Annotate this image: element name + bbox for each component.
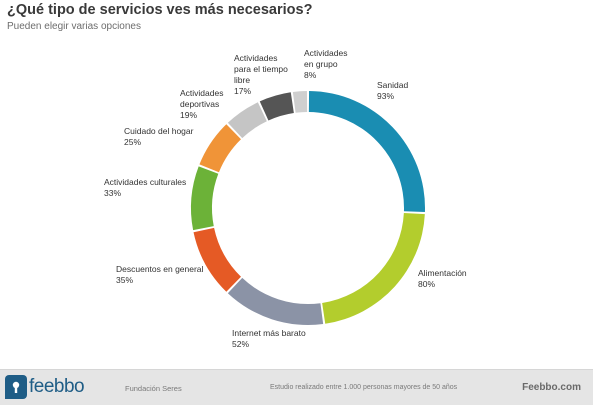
slice-actividades-en-grupo: [292, 91, 308, 113]
footer-site-link[interactable]: Feebbo.com: [522, 382, 581, 393]
slice-actividades-para-el-tiempo-libre: [259, 92, 294, 121]
slice-cuidado-del-hogar: [199, 124, 241, 173]
slice-label-actividades-culturales: Actividades culturales 33%: [104, 177, 186, 198]
slice-alimentacion: [322, 213, 425, 324]
slice-actividades-deportivas: [227, 102, 267, 139]
slice-label-actividades-en-grupo: Actividades en grupo 8%: [304, 48, 347, 80]
footer-bar: [0, 369, 593, 405]
slice-label-internet-mas-barato: Internet más barato 52%: [232, 328, 306, 349]
slice-label-actividades-para-el-tiempo-libre: Actividades para el tiempo libre 17%: [234, 53, 288, 96]
footer-organization: Fundación Seres: [125, 384, 182, 393]
slice-sanidad: [308, 91, 425, 213]
slice-label-actividades-deportivas: Actividades deportivas 19%: [180, 88, 223, 120]
footer-study-note: Estudio realizado entre 1.000 personas m…: [270, 384, 458, 391]
slice-label-sanidad: Sanidad 93%: [377, 80, 408, 101]
logo-text: feebbo: [29, 376, 85, 397]
slice-descuentos-en-general: [193, 227, 241, 292]
chart-subtitle: Pueden elegir varias opciones: [7, 21, 141, 32]
feebbo-logo[interactable]: feebbo: [5, 374, 85, 400]
chart-title: ¿Qué tipo de servicios ves más necesario…: [7, 2, 313, 18]
slice-label-cuidado-del-hogar: Cuidado del hogar 25%: [124, 126, 194, 147]
slice-label-descuentos-en-general: Descuentos en general 35%: [116, 264, 204, 285]
slice-label-alimentacion: Alimentación 80%: [418, 268, 467, 289]
donut-chart: Sanidad 93% Alimentación 80% Internet más ba…: [104, 48, 467, 349]
slice-internet-mas-barato: [227, 277, 324, 325]
speech-bubble-icon: [5, 375, 27, 399]
slice-actividades-culturales: [191, 166, 219, 231]
